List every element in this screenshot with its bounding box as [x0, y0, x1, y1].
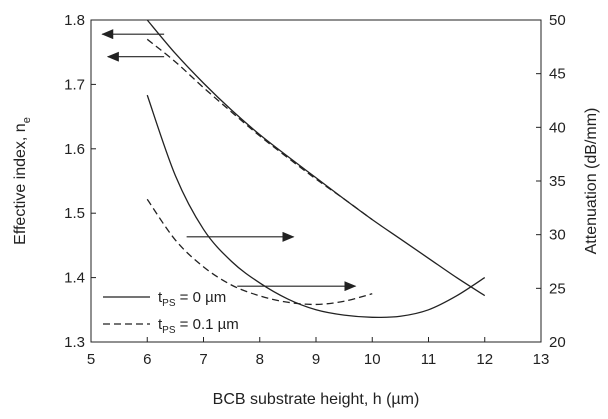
x-tick-label: 10 — [364, 351, 381, 368]
x-tick-label: 7 — [199, 351, 207, 368]
legend-label: tPS = 0 µm — [158, 289, 226, 309]
y-axis-left-title: Effective index, ne — [12, 117, 33, 245]
legend-label-suffix: = 0 µm — [176, 289, 227, 306]
legend-label-subscript: PS — [162, 298, 176, 309]
y-axis-left: 1.3 1.4 1.5 1.6 1.7 1.8 — [64, 12, 96, 351]
legend-label: tPS = 0.1 µm — [158, 316, 239, 336]
x-tick-label: 8 — [256, 351, 264, 368]
attenuation-solid-line — [146, 94, 486, 319]
y-right-tick-label: 35 — [549, 173, 566, 190]
y-right-tick-label: 25 — [549, 280, 566, 297]
y-axis-left-title-main: Effective index, n — [12, 123, 29, 245]
y-left-tick-label: 1.4 — [64, 270, 85, 287]
x-tick-label: 11 — [421, 351, 437, 368]
y-right-tick-label: 50 — [549, 12, 566, 29]
legend-label-prefix: t — [158, 289, 163, 306]
arrow-layer — [101, 29, 357, 292]
y-right-tick-label: 30 — [549, 227, 566, 244]
y-right-tick-label: 40 — [549, 119, 566, 136]
x-tick-label: 9 — [312, 351, 320, 368]
x-tick-label: 12 — [476, 351, 493, 368]
legend-label-suffix: = 0.1 µm — [176, 316, 239, 333]
y-left-tick-label: 1.6 — [64, 141, 85, 158]
y-left-tick-label: 1.3 — [64, 334, 85, 351]
legend-label-subscript: PS — [162, 325, 176, 336]
y-right-tick-label: 20 — [549, 334, 566, 351]
effective-index-solid-line — [146, 19, 486, 297]
x-axis-title: BCB substrate height, h (µm) — [213, 391, 420, 408]
x-tick-label: 13 — [533, 351, 550, 368]
series-layer — [146, 19, 486, 319]
y-axis-right: 20 25 30 35 40 45 50 — [536, 12, 566, 351]
y-left-tick-label: 1.8 — [64, 12, 85, 29]
y-left-tick-label: 1.5 — [64, 205, 85, 222]
y-axis-right-title: Attenuation (dB/mm) — [583, 108, 600, 255]
x-tick-label: 6 — [143, 351, 151, 368]
attenuation-dashed-line — [146, 198, 373, 306]
y-right-tick-label: 45 — [549, 66, 566, 83]
y-axis-left-title-sub: e — [21, 117, 33, 123]
x-axis: 5 6 7 8 9 10 11 12 13 — [87, 337, 550, 368]
x-tick-label: 5 — [87, 351, 95, 368]
effective-index-dashed-line — [146, 38, 373, 221]
legend-label-prefix: t — [158, 316, 163, 333]
y-left-tick-label: 1.7 — [64, 76, 85, 93]
